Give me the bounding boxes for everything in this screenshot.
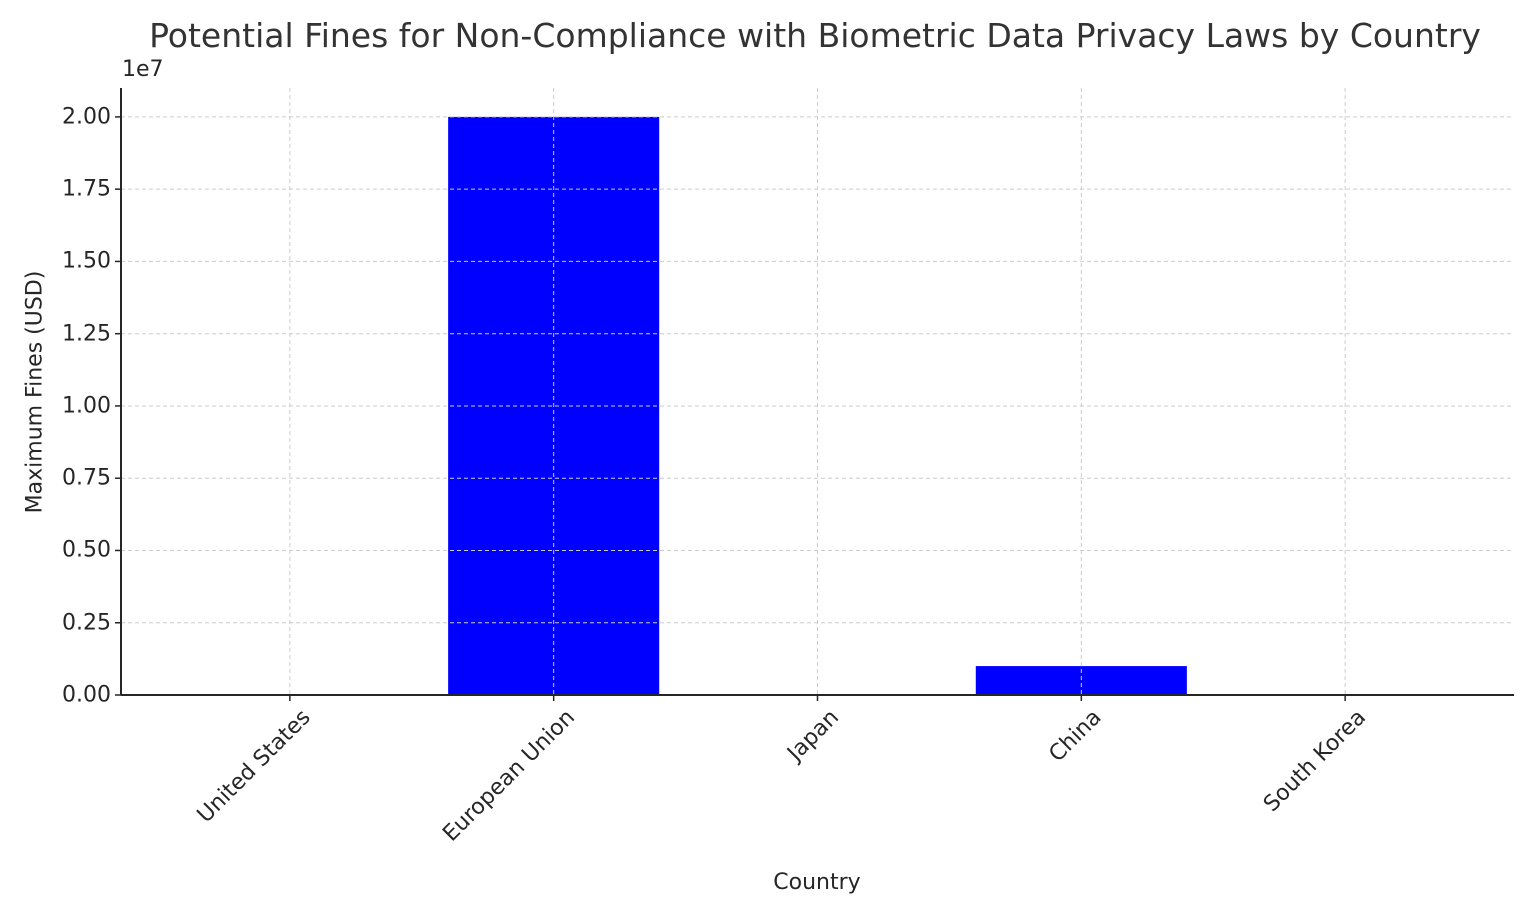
y-tick-label: 0.50 [62,537,111,563]
y-axis-offset-label: 1e7 [122,57,164,82]
y-tick-label: 1.50 [62,248,111,274]
y-tick-label: 0.75 [62,465,111,491]
y-tick-label: 2.00 [62,104,111,130]
y-tick-label: 1.25 [62,321,111,347]
y-tick-label: 0.25 [62,610,111,636]
chart-title: Potential Fines for Non-Compliance with … [149,16,1481,55]
x-axis-label: Country [773,870,861,895]
y-tick-label: 1.00 [62,393,111,419]
y-tick-label: 1.75 [62,176,111,202]
y-tick-label: 0.00 [62,682,111,708]
